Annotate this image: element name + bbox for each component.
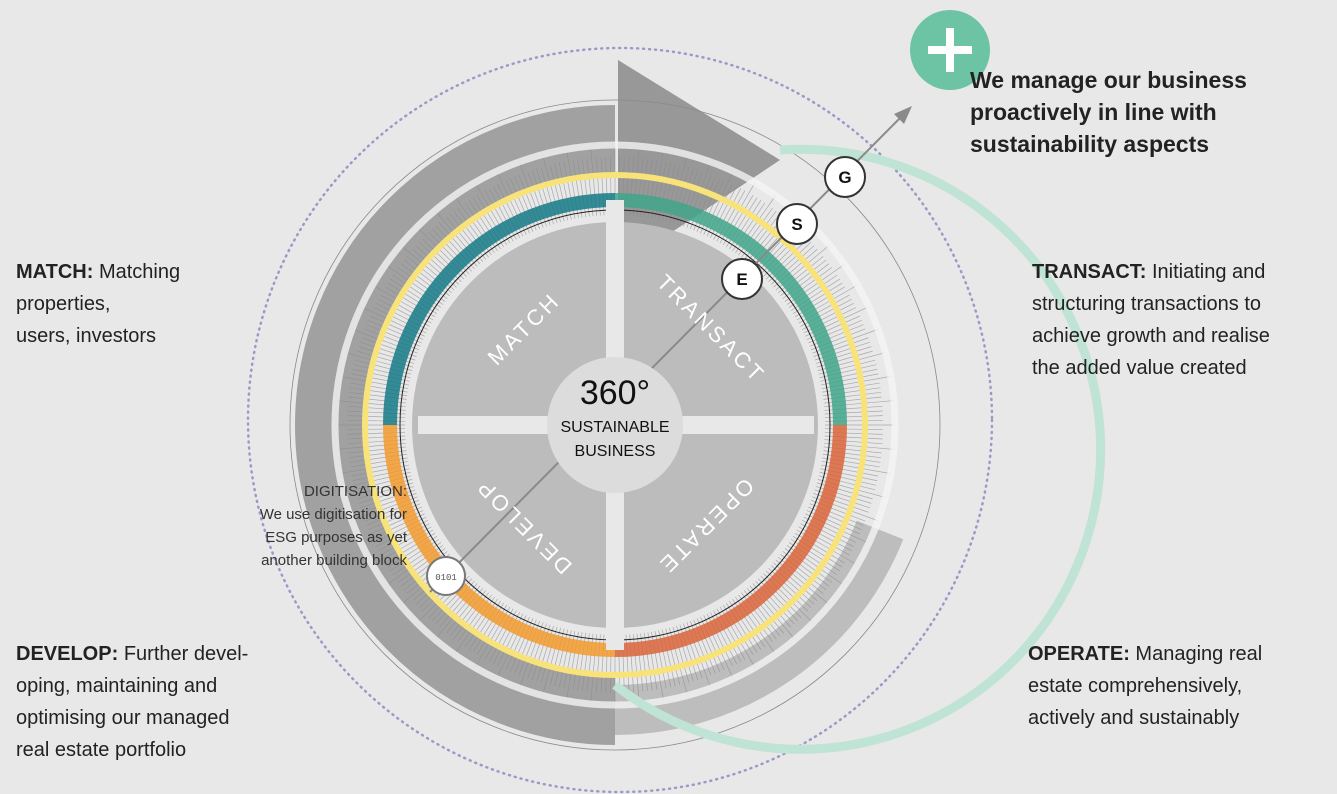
pillar-line: structuring transactions to xyxy=(1032,293,1261,315)
digitisation-text: We use digitisation for xyxy=(260,506,407,523)
digitisation-text: DIGITISATION: xyxy=(304,483,407,500)
esg-letter: S xyxy=(791,215,802,234)
pillar-line: actively and sustainably xyxy=(1028,707,1239,729)
digitisation-text: another building block xyxy=(261,552,407,569)
pillar-text: real estate portfolio xyxy=(16,739,186,761)
pillar-text: OPERATE: Managing real xyxy=(1028,643,1262,665)
pillar-text: estate comprehensively, xyxy=(1028,675,1242,697)
pillar-line: users, investors xyxy=(16,325,156,347)
pillar-text: actively and sustainably xyxy=(1028,707,1239,729)
pillar-label: OPERATE: xyxy=(1028,643,1130,665)
pillar-text: achieve growth and realise xyxy=(1032,325,1270,347)
pillar-line: the added value created xyxy=(1032,357,1247,379)
digitisation-text: ESG purposes as yet xyxy=(265,529,408,546)
pillar-line: real estate portfolio xyxy=(16,739,186,761)
esg-letter: E xyxy=(736,270,747,289)
pillar-text: DEVELOP: Further devel- xyxy=(16,643,248,665)
center-text: SUSTAINABLE xyxy=(560,419,669,436)
pillar-line: oping, maintaining and xyxy=(16,675,217,697)
pillar-text: the added value created xyxy=(1032,357,1247,379)
diagram: 360° SUSTAINABLE BUSINESS 0101 We manage… xyxy=(0,0,1337,794)
center-text: BUSINESS xyxy=(575,443,656,460)
pillar-label: TRANSACT: xyxy=(1032,261,1146,283)
plus-icon xyxy=(928,46,972,54)
pillar-line: Further devel- xyxy=(124,643,249,665)
pillar-line: achieve growth and realise xyxy=(1032,325,1270,347)
center-title: 360° xyxy=(580,374,650,412)
pillar-text: oping, maintaining and xyxy=(16,675,217,697)
digitisation-icon: 0101 xyxy=(435,573,457,583)
headline: sustainability aspects xyxy=(970,131,1209,157)
pillar-text: properties, xyxy=(16,293,111,315)
pillar-text: optimising our managed xyxy=(16,707,229,729)
pillar-line: properties, xyxy=(16,293,111,315)
pillar-line: estate comprehensively, xyxy=(1028,675,1242,697)
pillar-label: MATCH: xyxy=(16,261,93,283)
page: { "headline": {"lines": ["We manage our … xyxy=(0,0,1337,794)
esg-letter: G xyxy=(838,168,851,187)
pillar-text: MATCH: Matching xyxy=(16,261,180,283)
pillar-line: Managing real xyxy=(1135,643,1262,665)
pillar-text: TRANSACT: Initiating and xyxy=(1032,261,1265,283)
headline: We manage our business xyxy=(970,67,1247,93)
pillar-text: structuring transactions to xyxy=(1032,293,1261,315)
pillar-label: DEVELOP: xyxy=(16,643,118,665)
pillar-line: Initiating and xyxy=(1152,261,1265,283)
pillar-line: optimising our managed xyxy=(16,707,229,729)
headline: proactively in line with xyxy=(970,99,1217,125)
pillar-line: Matching xyxy=(99,261,180,283)
pillar-text: users, investors xyxy=(16,325,156,347)
